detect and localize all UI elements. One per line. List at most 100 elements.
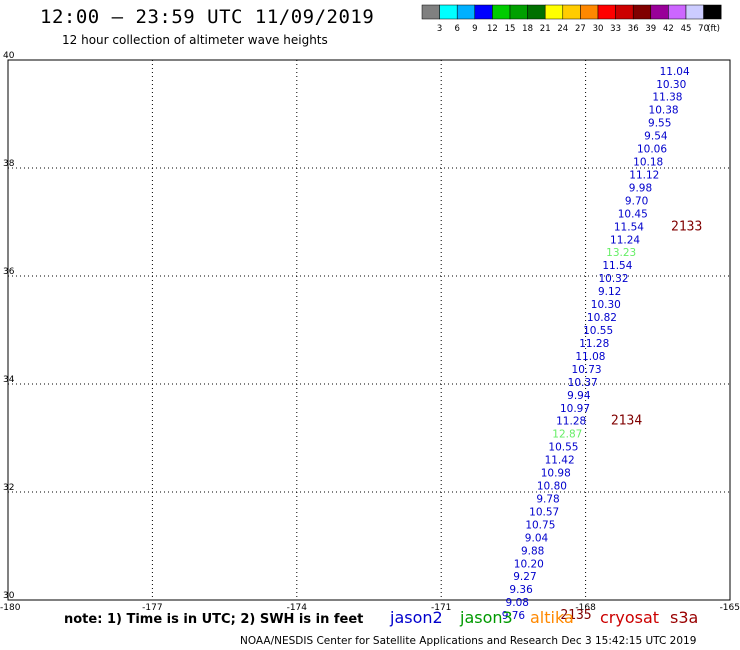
data-point: 10.80: [537, 481, 567, 493]
data-point: 10.38: [649, 105, 679, 117]
data-point: 10.82: [587, 312, 617, 324]
data-point: 10.98: [541, 468, 571, 480]
colorbar-label: (ft): [707, 24, 720, 34]
colorbar-swatch: [509, 4, 528, 20]
colorbar-swatch: [544, 4, 564, 20]
data-point: 11.28: [579, 338, 609, 350]
x-tick-label: -168: [575, 603, 596, 613]
pass-label: 2135: [560, 608, 591, 623]
colorbar-label: 12: [487, 24, 498, 34]
x-tick-label: -180: [0, 603, 21, 613]
colorbar-label: 24: [557, 24, 568, 34]
data-point: 10.18: [633, 157, 663, 169]
colorbar-swatch: [615, 4, 634, 20]
y-tick-label: 38: [3, 159, 15, 169]
colorbar-swatch: [650, 4, 669, 20]
data-point: 10.73: [572, 364, 602, 376]
x-tick-label: -177: [142, 603, 162, 613]
colorbar-label: 15: [505, 24, 516, 34]
data-point: 11.04: [660, 66, 690, 78]
colorbar-label: 27: [575, 24, 586, 34]
colorbar-swatch: [456, 4, 476, 20]
colorbar-label: 70: [698, 24, 709, 34]
chart-title: 12:00 – 23:59 UTC 11/09/2019: [40, 6, 375, 28]
data-point: 9.12: [598, 286, 621, 298]
colorbar-label: 21: [540, 24, 551, 34]
colorbar-swatch: [492, 4, 511, 20]
data-point: 11.28: [556, 416, 586, 428]
data-point: 12.87: [552, 429, 582, 441]
data-point: 9.08: [506, 597, 529, 609]
satellite-legend-item: cryosat: [600, 608, 660, 627]
data-point: 9.78: [536, 493, 559, 505]
colorbar-label: 30: [593, 24, 604, 34]
data-point: 9.70: [625, 195, 648, 207]
data-point: 10.30: [591, 299, 621, 311]
data-point: 9.98: [629, 182, 652, 194]
data-point: 10.06: [637, 144, 667, 156]
data-point: 9.94: [567, 390, 591, 402]
data-point: 11.54: [602, 260, 632, 272]
y-tick-label: 36: [3, 267, 15, 277]
colorbar-label: 36: [628, 24, 639, 34]
data-point: 10.45: [618, 208, 648, 220]
data-point: 11.42: [545, 455, 575, 467]
satellite-legend-item: jason3: [460, 608, 513, 627]
satellite-legend-item: altika: [530, 608, 574, 627]
colorbar-label: 45: [681, 24, 692, 34]
footer-note: note: 1) Time is in UTC; 2) SWH is in fe…: [64, 612, 364, 627]
data-point: 11.38: [652, 92, 682, 104]
data-point: 10.97: [560, 403, 590, 415]
y-tick-label: 34: [3, 375, 15, 385]
data-point: 10.30: [656, 79, 686, 91]
x-tick-label: -171: [431, 603, 451, 613]
y-tick-label: 30: [3, 591, 15, 601]
colorbar-label: 3: [437, 24, 442, 34]
data-point: 9.55: [648, 118, 671, 130]
colorbar-swatch: [668, 4, 687, 20]
satellite-legend-item: s3a: [670, 608, 699, 627]
chart-subtitle: 12 hour collection of altimeter wave hei…: [62, 33, 328, 47]
data-point: 11.54: [614, 221, 644, 233]
data-point: 13.23: [606, 247, 636, 259]
colorbar-swatch: [562, 4, 581, 20]
colorbar-swatch: [527, 4, 546, 20]
data-point: 9.27: [513, 571, 536, 583]
pass-label: 2134: [611, 414, 642, 429]
y-tick-label: 32: [3, 483, 14, 493]
data-point: 10.32: [598, 273, 628, 285]
y-tick-label: 40: [3, 51, 15, 61]
data-point: 9.54: [644, 131, 668, 143]
satellite-legend-item: jason2: [390, 608, 443, 627]
data-point: 10.55: [583, 325, 613, 337]
footer-credit: NOAA/NESDIS Center for Satellite Applica…: [240, 635, 697, 647]
colorbar-label: 18: [522, 24, 533, 34]
colorbar-label: 6: [454, 24, 459, 34]
colorbar-swatch: [685, 4, 704, 20]
data-point: 9.76: [502, 610, 526, 622]
colorbar-label: 9: [472, 24, 477, 34]
colorbar-swatch: [703, 4, 722, 20]
colorbar-swatch: [439, 4, 458, 20]
colorbar-swatch: [421, 4, 440, 20]
colorbar-label: 39: [645, 24, 656, 34]
colorbar-swatch: [580, 4, 599, 20]
data-point: 10.55: [548, 442, 578, 454]
plot-frame: [7, 59, 731, 601]
data-point: 10.37: [568, 377, 598, 389]
data-point: 10.75: [525, 519, 555, 531]
data-point: 10.57: [529, 506, 559, 518]
colorbar-swatch: [632, 4, 652, 20]
colorbar-swatch: [474, 4, 493, 20]
data-point: 9.04: [525, 532, 549, 544]
data-point: 9.88: [521, 545, 544, 557]
colorbar-label: 42: [663, 24, 674, 34]
x-tick-label: -165: [720, 603, 740, 613]
x-tick-label: -174: [287, 603, 308, 613]
data-point: 9.36: [509, 584, 533, 596]
colorbar-label: 33: [610, 24, 621, 34]
colorbar-swatch: [597, 4, 616, 20]
data-point: 10.20: [514, 558, 544, 570]
